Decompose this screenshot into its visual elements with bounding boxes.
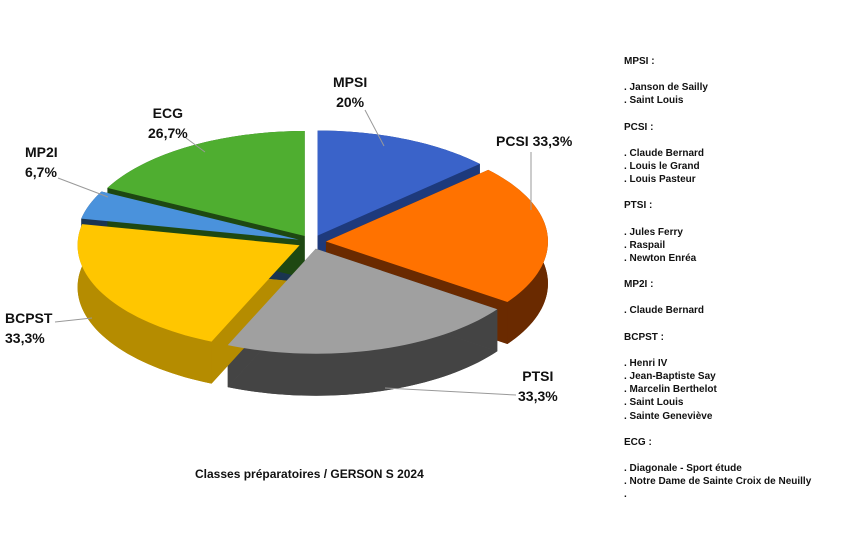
school-item: . Jules Ferry <box>624 226 683 238</box>
label-ecg: ECG 26,7% <box>148 103 188 143</box>
leader-line-ecg <box>185 137 206 153</box>
group-heading: BCPST : <box>624 331 664 343</box>
slice-band-bcpst <box>77 224 212 384</box>
slice-band-ptsi <box>227 309 498 396</box>
group-items: . Janson de Sailly. Saint Louis <box>624 81 811 107</box>
slice-pcsi <box>325 169 548 302</box>
school-item: . Sainte Geneviève <box>624 410 713 422</box>
group-items: . Claude Bernard . Louis le Grand. Louis … <box>624 147 811 187</box>
school-item: . Notre Dame de Sainte Croix de Neuilly <box>624 476 812 488</box>
label-mp2i: MP2I 6,7% <box>25 142 58 182</box>
label-name: ECG <box>152 105 184 121</box>
slice-mpsi <box>317 130 480 236</box>
school-item: . Henri IV <box>624 357 668 369</box>
school-item: . Diagonale - Sport étude <box>624 463 742 475</box>
school-item: . Saint Louis <box>624 95 684 107</box>
label-name: MP2I <box>25 144 58 160</box>
school-item: . Claude Bernard <box>624 305 705 317</box>
school-item: . Louis le Grand <box>624 161 700 173</box>
leader-line-ptsi <box>384 387 517 396</box>
label-bcpst: BCPST 33,3% <box>5 308 52 348</box>
chart-title: Classes préparatoires / GERSON S 2024 <box>195 467 424 481</box>
school-item: . Newton Enréa <box>624 253 697 265</box>
school-list: MPSI :. Janson de Sailly. Saint Louis PCS… <box>624 55 811 515</box>
leader-line-bcpst <box>54 317 93 323</box>
leader-line-mp2i <box>57 177 109 198</box>
slice-ecg <box>107 131 305 237</box>
label-value: 26,7% <box>148 125 188 141</box>
group-heading: PTSI : <box>624 200 653 212</box>
group-heading: ECG : <box>624 436 652 448</box>
group-heading: MPSI : <box>624 56 655 67</box>
label-name: PTSI <box>522 368 554 384</box>
school-item: . Jean-Baptiste Say <box>624 371 716 383</box>
group-heading: PCSI : <box>624 121 654 133</box>
slice-tops <box>77 130 548 354</box>
group-items: . Henri IV . Jean-Baptiste Say. Marcelin … <box>624 357 811 423</box>
school-item: . Raspail <box>624 239 666 251</box>
label-pcsi: PCSI 33,3% <box>496 131 572 151</box>
label-value: 33,3% <box>532 133 573 149</box>
label-value: 33,3% <box>518 388 558 404</box>
label-mpsi: MPSI 20% <box>333 72 367 112</box>
school-item: . <box>624 489 627 501</box>
pie-chart <box>54 109 548 396</box>
school-item: . Louis Pasteur <box>624 174 696 186</box>
label-name: PCSI <box>496 133 529 149</box>
group-items: . Claude Bernard <box>624 304 811 317</box>
school-item: . Marcelin Berthelot <box>624 384 717 396</box>
group-items: . Jules Ferry. Raspail . Newton Enréa <box>624 226 811 266</box>
slice-bcpst <box>77 224 300 342</box>
slice-mp2i <box>81 191 299 240</box>
school-item: . Saint Louis <box>624 397 684 409</box>
school-item: . Claude Bernard <box>624 147 705 159</box>
label-ptsi: PTSI 33,3% <box>518 366 558 406</box>
school-item: . Janson de Sailly <box>624 82 708 94</box>
label-name: MPSI <box>333 74 368 90</box>
slice-ptsi <box>227 248 498 354</box>
group-heading: MP2I : <box>624 279 654 291</box>
label-name: BCPST <box>5 310 53 326</box>
label-value: 20% <box>336 94 365 110</box>
label-value: 6,7% <box>25 164 57 180</box>
group-items: . Diagonale - Sport étude. Notre Dame de… <box>624 462 811 502</box>
label-value: 33,3% <box>5 330 45 346</box>
leader-line-mpsi <box>364 109 385 147</box>
